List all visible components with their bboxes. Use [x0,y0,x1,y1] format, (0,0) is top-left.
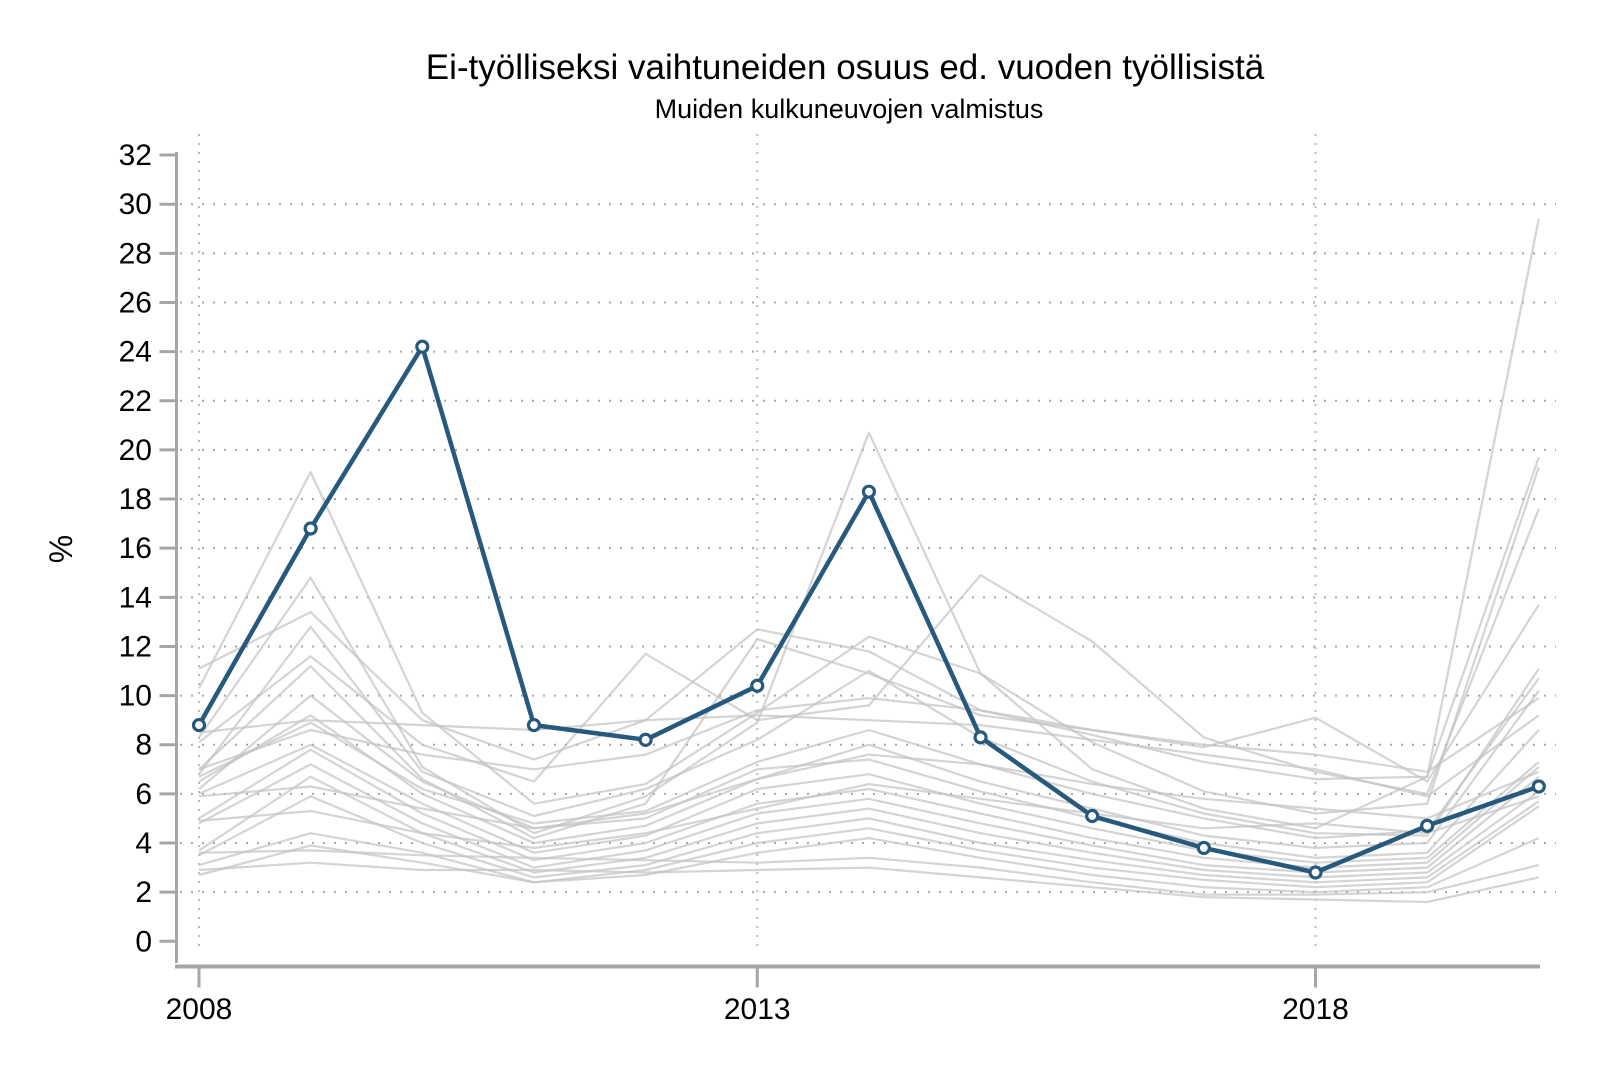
data-point-marker [1085,808,1100,824]
background-series-line [198,861,1540,904]
y-tick-label: 22 [119,385,152,418]
background-series-line [198,805,1540,889]
background-series-line [198,714,1540,798]
y-tick-label: 16 [119,532,152,565]
background-series-line [198,836,1540,894]
background-series-line [198,849,1540,896]
y-tick-label: 28 [119,237,152,270]
y-tick-label: 32 [119,139,152,172]
highlight-series-line [197,344,1540,875]
background-series-line [198,753,1540,830]
background-series-line [198,696,1540,773]
background-series-line [198,795,1540,884]
data-point-marker [415,339,430,354]
data-point-marker [526,717,542,733]
y-tick-label: 0 [135,925,152,958]
y-tick-label: 26 [119,286,152,319]
highlight-series-group [191,339,1546,880]
y-tick-label: 2 [135,876,152,909]
y-tick-label: 12 [119,630,152,663]
background-series-line [198,604,1540,840]
data-point-marker [1308,865,1323,880]
background-series-line [198,456,1540,781]
background-series-group [198,218,1540,904]
data-point-marker [750,678,765,693]
y-tick-label: 18 [119,483,152,516]
data-point-marker [861,484,877,499]
chart-title: Ei-työlliseksi vaihtuneiden osuus ed. vu… [426,48,1265,87]
data-point-marker [303,521,318,536]
data-point-marker [1196,840,1211,856]
data-point-marker [973,730,988,745]
y-tick-label: 20 [119,434,152,467]
data-point-marker [191,717,207,733]
y-tick-label: 14 [119,581,152,614]
y-tick-label: 4 [135,827,152,860]
axes [159,152,1540,988]
background-series-line [198,466,1540,815]
background-series-line [198,625,1540,837]
gridlines [180,134,1556,950]
data-point-marker [1420,818,1435,833]
y-tick-label: 6 [135,778,152,811]
background-series-line [198,743,1540,864]
x-tick-label: 2013 [724,993,791,1026]
background-series-line [198,690,1540,850]
data-point-marker [638,732,653,747]
background-series-line [198,218,1540,835]
x-tick-label: 2008 [166,993,233,1026]
y-tick-label: 24 [119,336,152,369]
background-series-line [198,508,1540,796]
y-axis-label: % [43,535,79,563]
x-tick-label: 2018 [1282,993,1349,1026]
y-tick-label: 30 [119,188,152,221]
y-tick-label: 8 [135,729,152,762]
chart-subtitle: Muiden kulkuneuvojen valmistus [655,94,1044,124]
data-point-marker [1531,779,1546,794]
background-series-line [198,694,1540,859]
y-tick-label: 10 [119,680,152,713]
background-series-line [198,677,1540,840]
